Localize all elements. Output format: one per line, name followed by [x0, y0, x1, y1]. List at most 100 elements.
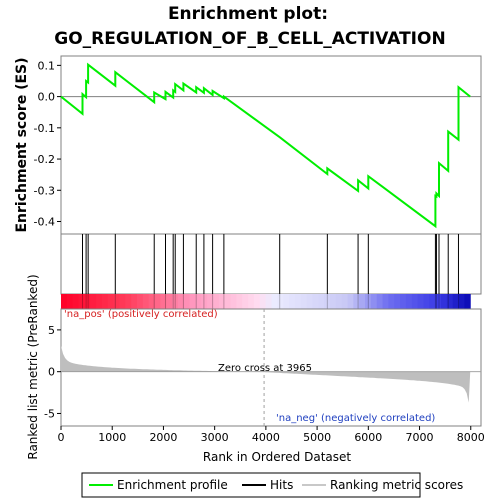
color-bar-segment	[177, 294, 185, 309]
color-bar-segment	[172, 294, 179, 309]
color-bar-segment	[306, 294, 313, 309]
color-bar-segment	[72, 294, 80, 309]
color-bar-segment	[324, 294, 331, 309]
color-bar-segment	[107, 294, 115, 309]
color-bar-segment	[300, 294, 308, 309]
color-bar-segment	[259, 294, 267, 309]
color-bar-segment	[148, 294, 156, 309]
color-bar-segment	[90, 294, 97, 309]
color-bar-segment	[289, 294, 296, 309]
color-bar-segment	[329, 294, 337, 309]
color-bar-segment	[84, 294, 91, 309]
legend-label-ranking-metric-scores: Ranking metric scores	[330, 478, 463, 492]
x-tick-label: 6000	[354, 431, 382, 444]
color-bar-segment	[125, 294, 132, 309]
legend-label-enrichment-profile: Enrichment profile	[117, 478, 228, 492]
x-tick-label: 4000	[252, 431, 280, 444]
color-bar-segment	[119, 294, 126, 309]
es-y-axis-label: Enrichment score (ES)	[14, 57, 30, 232]
color-bar-segment	[218, 294, 226, 309]
color-bar-segment	[248, 294, 255, 309]
color-bar-segment	[154, 294, 161, 309]
x-tick-label: 1000	[98, 431, 126, 444]
color-bar-segment	[277, 294, 284, 309]
color-bar-segment	[271, 294, 278, 309]
color-bar-segment	[137, 294, 144, 309]
color-bar-segment	[236, 294, 243, 309]
hits-marks	[82, 234, 459, 294]
metric-y-axis-label: Ranked list metric (PreRanked)	[26, 274, 40, 459]
color-bar-segment	[142, 294, 150, 309]
color-bar-segment	[341, 294, 348, 309]
color-bar-segment	[405, 294, 413, 309]
color-bar-segment	[417, 294, 424, 309]
color-bar-segment	[66, 294, 74, 309]
color-bar-segment	[458, 294, 465, 309]
x-tick-label: 2000	[149, 431, 177, 444]
color-bar-segment	[464, 294, 471, 309]
neg-correlated-label: 'na_neg' (negatively correlated)	[276, 413, 435, 424]
color-bar-segment	[294, 294, 302, 309]
color-bar-segment	[189, 294, 196, 309]
pos-correlated-label: 'na_pos' (positively correlated)	[64, 309, 218, 320]
color-bar-segment	[370, 294, 378, 309]
metric-area	[61, 345, 471, 403]
chart-title-line1: Enrichment plot:	[168, 4, 328, 24]
color-bar-segment	[131, 294, 138, 309]
color-bar-segment	[230, 294, 237, 309]
metric-y-tick-label: -5	[44, 407, 55, 420]
es-panel	[60, 55, 482, 235]
hits-panel	[60, 233, 482, 295]
metric-y-tick-label: 0	[48, 366, 55, 379]
x-axis-label: Rank in Ordered Dataset	[203, 450, 351, 464]
x-axis: 0 1000 2000 3000 4000 5000 6000 7000 8000	[58, 426, 485, 444]
es-y-tick-label: -0.4	[34, 216, 55, 229]
metric-panel	[60, 308, 482, 427]
color-bar-segment	[388, 294, 395, 309]
legend-label-hits: Hits	[270, 478, 293, 492]
color-bar-segment	[441, 294, 448, 309]
color-bar-segment	[353, 294, 360, 309]
rank-color-bar	[61, 294, 471, 309]
color-bar-segment	[183, 294, 191, 309]
color-bar-segment	[96, 294, 103, 309]
color-bar-segment	[411, 294, 419, 309]
color-bar-segment	[160, 294, 167, 309]
x-tick-label: 7000	[406, 431, 434, 444]
es-y-tick-label: 0.0	[38, 91, 56, 104]
x-tick-label: 8000	[457, 431, 485, 444]
series-line-enrichment-profile	[60, 62, 471, 229]
color-bar-segment	[452, 294, 460, 309]
color-bar-segment	[78, 294, 85, 309]
color-bar-segment	[265, 294, 272, 309]
es-y-tick-label: -0.2	[34, 153, 55, 166]
color-bar-segment	[446, 294, 454, 309]
es-y-tick-label: -0.3	[34, 184, 55, 197]
x-tick-label: 5000	[303, 431, 331, 444]
es-y-axis: 0.1 0.0 -0.1 -0.2 -0.3 -0.4	[34, 59, 61, 229]
color-bar-segment	[423, 294, 430, 309]
color-bar-segment	[382, 294, 389, 309]
color-bar-segment	[312, 294, 319, 309]
color-bar-segment	[429, 294, 436, 309]
es-y-tick-label: 0.1	[38, 59, 56, 72]
metric-y-tick-label: 5	[48, 324, 55, 337]
color-bar-segment	[242, 294, 249, 309]
color-bar-segment	[201, 294, 208, 309]
color-bar-segment	[359, 294, 366, 309]
metric-y-axis: 5 0 -5	[44, 324, 61, 420]
x-tick-label: 3000	[201, 431, 229, 444]
color-bar-segment	[365, 294, 372, 309]
color-bar-segment	[224, 294, 232, 309]
color-bar-segment	[113, 294, 120, 309]
color-bar-segment	[347, 294, 354, 309]
color-bar-segment	[253, 294, 261, 309]
es-y-tick-label: -0.1	[34, 122, 55, 135]
color-bar-segment	[400, 294, 407, 309]
color-bar-segment	[166, 294, 173, 309]
color-bar-segment	[101, 294, 109, 309]
color-bar-segment	[435, 294, 442, 309]
color-bar-segment	[376, 294, 384, 309]
color-bar-segment	[61, 294, 68, 309]
